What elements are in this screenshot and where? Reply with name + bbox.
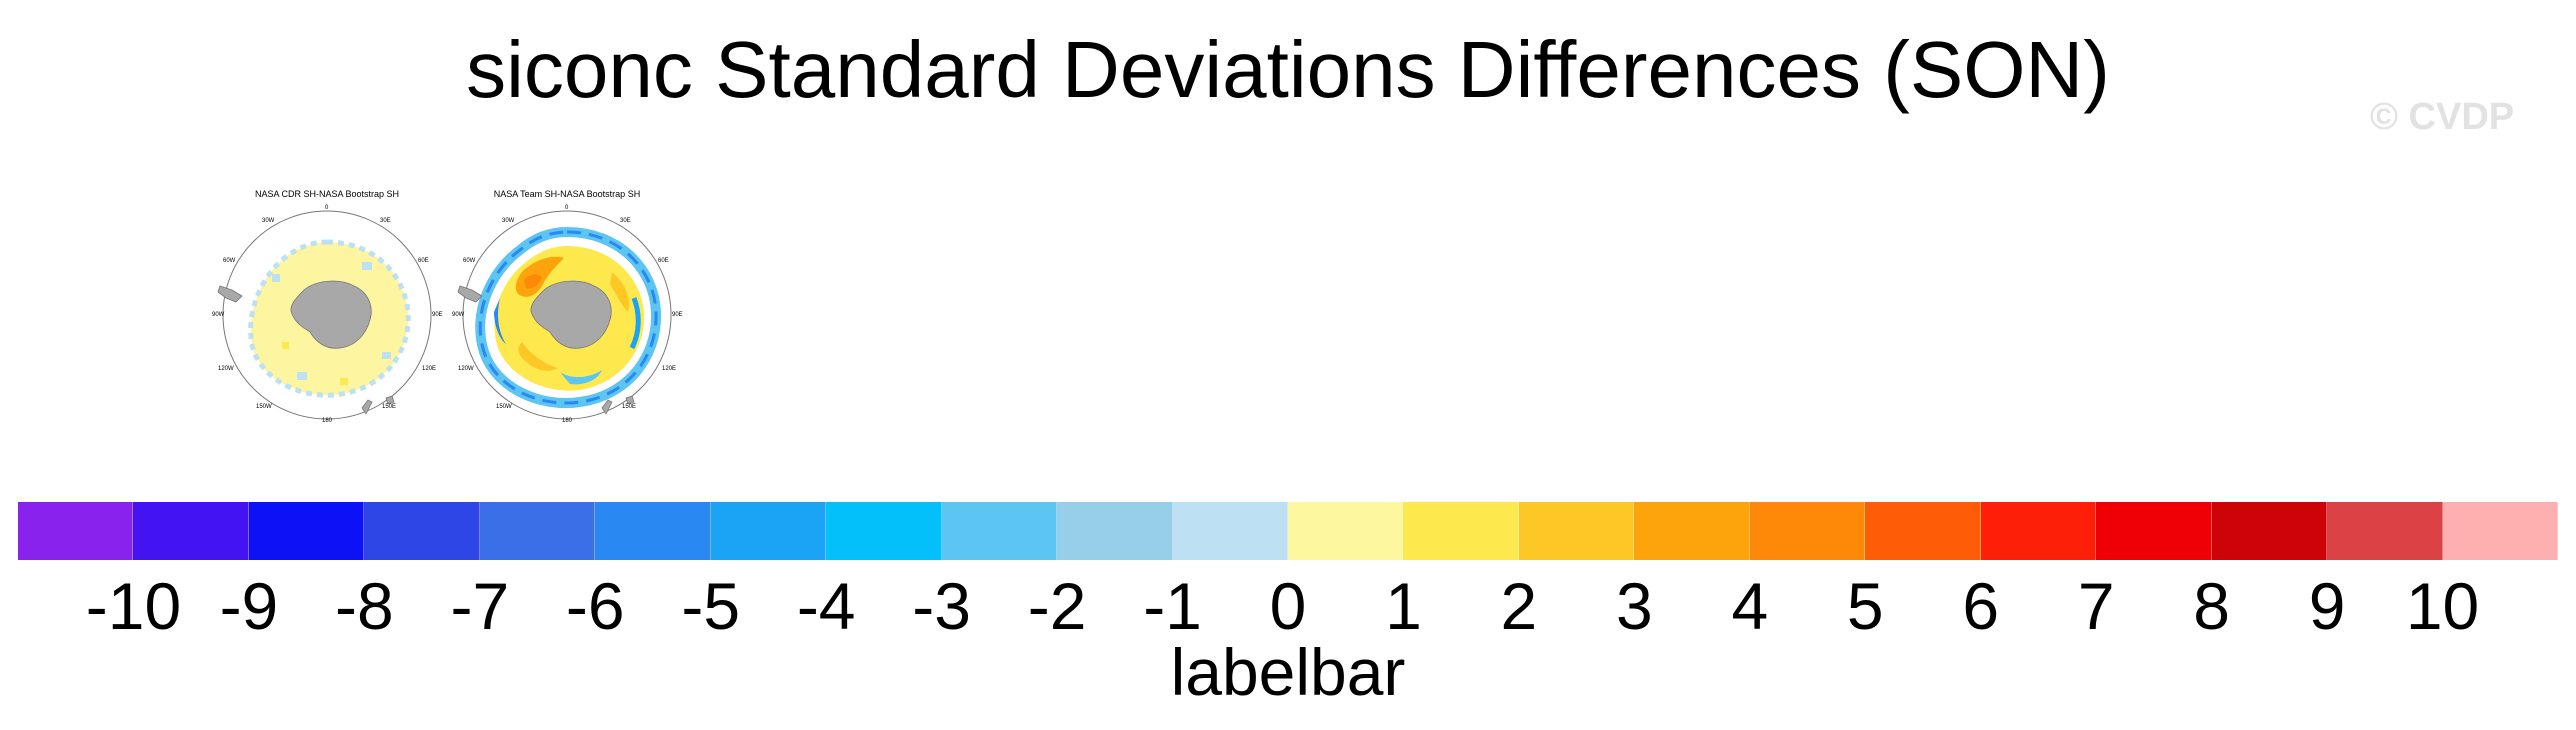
lon-label-90w: 90W: [212, 312, 225, 318]
lon-label-180: 180: [562, 418, 573, 424]
colorbar-tick-label: 3: [1616, 569, 1653, 643]
colorbar-tick-label: -10: [85, 569, 182, 643]
colorbar-tick-label: -5: [681, 569, 741, 643]
map-panel-1: NASA CDR SH-NASA Bootstrap SH 0 30W 30E …: [212, 188, 443, 428]
colorbar-box: [1172, 502, 1288, 560]
colorbar-tick-label: -6: [565, 569, 625, 643]
colorbar-box: [710, 502, 827, 560]
colorbar-tick-label: 8: [2193, 569, 2230, 643]
colorbar-box: [1518, 502, 1635, 560]
colorbar-tick-label: -4: [796, 569, 856, 643]
lon-label-60w: 60W: [223, 258, 236, 264]
colorbar-tick-label: 10: [2405, 569, 2480, 643]
polar-map-1: [217, 210, 432, 420]
lon-label-120e: 120E: [662, 366, 677, 372]
panel-title: NASA CDR SH-NASA Bootstrap SH: [254, 189, 400, 199]
colorbar: [18, 502, 2558, 560]
colorbar-box: [479, 502, 596, 560]
colorbar-box: [2211, 502, 2328, 560]
lon-label-90w: 90W: [452, 312, 465, 318]
lon-label-30e: 30E: [380, 218, 391, 224]
colorbar-tick-label: -8: [335, 569, 394, 643]
lon-label-150w: 150W: [256, 404, 272, 410]
colorbar-box: [1749, 502, 1866, 560]
colorbar-box: [18, 502, 134, 560]
lon-label-30e: 30E: [620, 218, 631, 224]
colorbar-tick-label: -3: [912, 569, 971, 643]
lon-label-180: 180: [322, 418, 333, 424]
colorbar-box: [2096, 502, 2212, 560]
colorbar-box: [133, 502, 249, 560]
lon-label-30w: 30W: [502, 218, 515, 224]
lon-label-60e: 60E: [418, 258, 429, 264]
lon-label-90e: 90E: [432, 312, 443, 318]
lon-label-150e: 150E: [382, 404, 397, 410]
colorbar-tick-label: -2: [1027, 569, 1087, 643]
colorbar-box: [1634, 502, 1750, 560]
colorbar-tick-label: 4: [1731, 569, 1769, 643]
colorbar-box: [364, 502, 480, 560]
lon-label-60w: 60W: [463, 258, 476, 264]
lon-label-30w: 30W: [262, 218, 275, 224]
colorbar-box: [1403, 502, 1519, 560]
colorbar-tick-label: 0: [1269, 569, 1307, 643]
colorbar-tick-label: -9: [219, 569, 279, 643]
colorbar-box: [1287, 502, 1404, 560]
cvdp-watermark: © CVDP: [2370, 96, 2515, 138]
colorbar-tick-label: 2: [1500, 569, 1538, 643]
colorbar-box: [2327, 502, 2443, 560]
colorbar-box: [941, 502, 1058, 560]
lon-label-90e: 90E: [672, 312, 683, 318]
lon-label-120w: 120W: [458, 366, 474, 372]
colorbar-tick-label: 9: [2308, 569, 2346, 643]
panel-title: NASA Team SH-NASA Bootstrap SH: [493, 189, 641, 199]
lon-label-150e: 150E: [622, 404, 637, 410]
lon-label-120w: 120W: [218, 366, 234, 372]
colorbar-box: [2442, 502, 2558, 560]
colorbar-tick-label: -7: [450, 569, 510, 643]
colorbar-tick-label: 5: [1846, 569, 1884, 643]
lon-label-0: 0: [325, 205, 329, 211]
lon-label-60e: 60E: [658, 258, 669, 264]
lon-label-0: 0: [565, 205, 569, 211]
colorbar-box: [248, 502, 365, 560]
colorbar-box: [595, 502, 711, 560]
colorbar-box: [826, 502, 942, 560]
lon-label-150w: 150W: [496, 404, 512, 410]
colorbar-tick-label: 1: [1385, 569, 1422, 643]
polar-map-2: [457, 210, 672, 420]
colorbar-box: [1057, 502, 1173, 560]
colorbar-tick-label: -1: [1143, 569, 1202, 643]
colorbar-tick-label: 7: [2077, 569, 2115, 643]
colorbar-ticks: -10 -9 -8 -7 -6 -5 -4 -3 -2 -1 0 1 2 3 4 5 6 7 8 9 10: [18, 570, 2558, 642]
figure-title: siconc Standard Deviations Differences (…: [466, 25, 2110, 114]
map-panel-2: NASA Team SH-NASA Bootstrap SH 0 30W 30E…: [452, 188, 683, 428]
colorbar-box: [1980, 502, 2097, 560]
colorbar-box: [1865, 502, 1981, 560]
lon-label-120e: 120E: [422, 366, 437, 372]
colorbar-tick-label: 6: [1962, 569, 2000, 643]
colorbar-label: labelbar: [1170, 635, 1406, 709]
